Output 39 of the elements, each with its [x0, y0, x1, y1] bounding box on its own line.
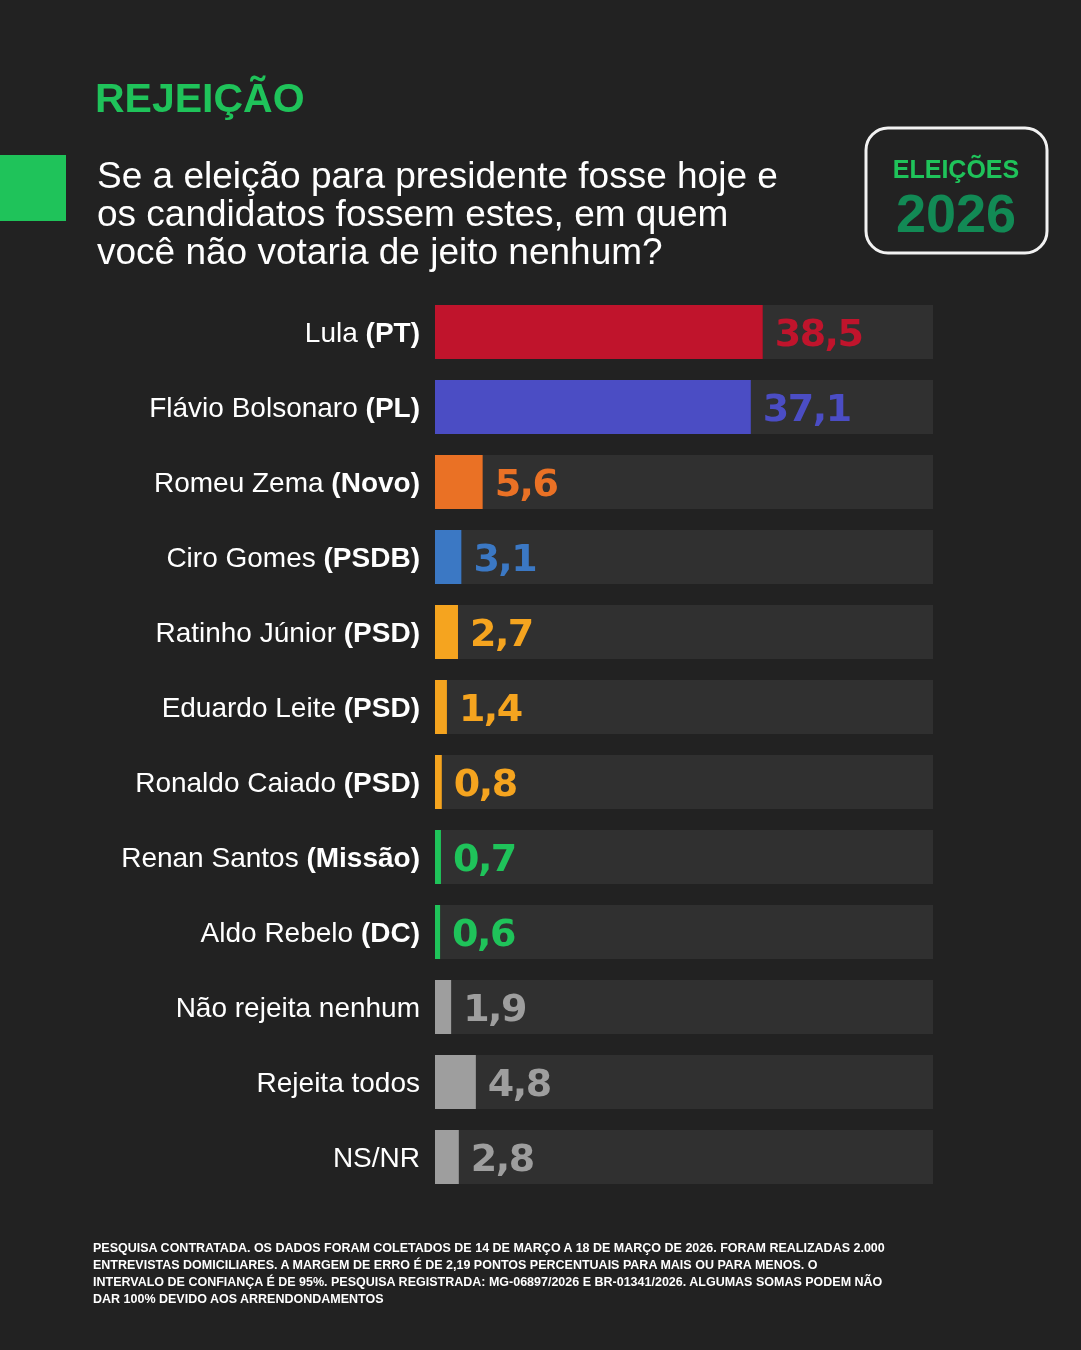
data-label: 2,8 — [470, 1136, 534, 1180]
y-tick-label: Aldo Rebelo (DC) — [200, 917, 420, 948]
bar — [435, 755, 442, 809]
data-label: 5,6 — [494, 461, 558, 505]
bar — [435, 680, 447, 734]
bar — [435, 1055, 476, 1109]
data-label: 0,8 — [453, 761, 517, 805]
text: PESQUISA CONTRATADA. OS DADOS FORAM COLETADOS DE 14 DE MARÇO A 18 DE MARÇO DE 2026. FORAM REALIZADAS 2.000 ENTREVISTAS DOMICILIARES. A MARGEM DE ERRO É DE 2,19 PONTOS PERCENTUAIS PARA MAIS OU PARA MENOS. O INTERVALO DE CONFIANÇA É DE 95%. PESQUISA REGISTRADA: MG-06897/2026 E BR-01341/2026. ALGUMAS SOMAS PODEM NÃO DAR 100% DEVIDO AOS ARRENDONDAMENTOS — [93, 1241, 885, 1306]
data-label: 38,5 — [774, 311, 863, 355]
y-tick-label: Renan Santos (Missão) — [121, 842, 420, 873]
bar — [435, 530, 462, 584]
data-label: 3,1 — [473, 536, 537, 580]
bar — [435, 980, 452, 1034]
y-tick-label: Flávio Bolsonaro (PL) — [149, 392, 420, 423]
y-tick-label: Não rejeita nenhum — [175, 992, 420, 1023]
bar — [435, 605, 458, 659]
data-label: 37,1 — [762, 386, 851, 430]
chart-title: REJEIÇÃO — [95, 75, 305, 121]
y-tick-label: Ronaldo Caiado (PSD) — [135, 767, 420, 798]
y-tick-label: Romeu Zema (Novo) — [153, 467, 420, 498]
bar — [435, 455, 483, 509]
y-tick-label: Ciro Gomes (PSDB) — [166, 542, 420, 573]
data-label: 0,6 — [452, 911, 515, 955]
y-tick-label: Rejeita todos — [256, 1067, 420, 1098]
bar — [435, 830, 441, 884]
data-label: 0,7 — [452, 836, 516, 880]
data-label: 2,7 — [469, 611, 533, 655]
bar — [435, 1130, 459, 1184]
data-label: 1,4 — [458, 686, 522, 730]
text: 2026 — [895, 183, 1017, 243]
y-tick-label: Ratinho Júnior (PSD) — [155, 617, 420, 648]
chart-subtitle: Se a eleição para presidente fosse hoje e os candidatos fossem estes, em quem você não votaria de jeito nenhum? — [97, 155, 778, 272]
text: ELEIÇÕES — [892, 154, 1020, 183]
y-tick-label: Eduardo Leite (PSD) — [161, 692, 420, 723]
data-label: 4,8 — [487, 1061, 551, 1105]
y-tick-label: NS/NR — [332, 1142, 420, 1173]
bar — [435, 905, 441, 959]
y-tick-label: Lula (PT) — [304, 317, 420, 348]
data-label: 1,9 — [463, 986, 527, 1030]
